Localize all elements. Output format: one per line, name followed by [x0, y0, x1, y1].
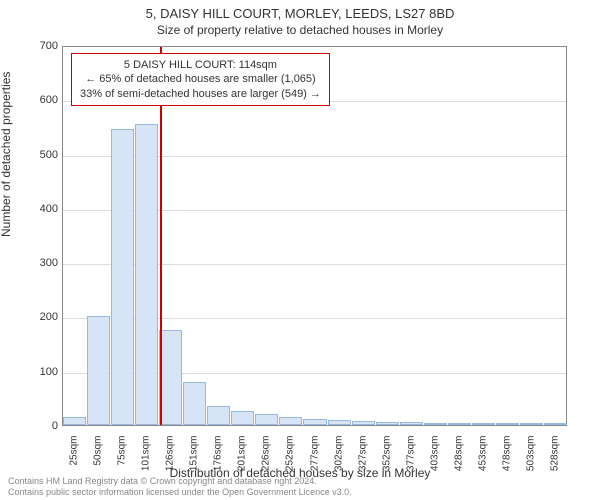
chart-plot-area: 5 DAISY HILL COURT: 114sqm← 65% of detac… [62, 46, 567, 426]
property-callout: 5 DAISY HILL COURT: 114sqm← 65% of detac… [71, 53, 330, 106]
x-tick-label: 453sqm [477, 436, 488, 476]
x-tick-label: 226sqm [261, 436, 272, 476]
histogram-bar [496, 423, 519, 425]
callout-line2: ← 65% of detached houses are smaller (1,… [80, 72, 321, 86]
histogram-bar [328, 420, 351, 425]
histogram-bar [183, 382, 206, 425]
x-tick-label: 151sqm [189, 436, 200, 476]
y-tick-label: 100 [28, 366, 58, 378]
x-tick-label: 503sqm [525, 436, 536, 476]
x-tick-label: 25sqm [69, 436, 80, 476]
x-tick-label: 528sqm [549, 436, 560, 476]
chart-title-sub: Size of property relative to detached ho… [0, 21, 600, 37]
x-tick-label: 252sqm [285, 436, 296, 476]
x-tick-label: 101sqm [141, 436, 152, 476]
x-tick-label: 327sqm [357, 436, 368, 476]
y-tick-label: 700 [28, 40, 58, 52]
x-tick-label: 176sqm [213, 436, 224, 476]
chart-title-main: 5, DAISY HILL COURT, MORLEY, LEEDS, LS27… [0, 0, 600, 21]
y-tick-label: 200 [28, 311, 58, 323]
histogram-bar [207, 406, 230, 425]
y-tick-label: 600 [28, 94, 58, 106]
histogram-bar [424, 423, 447, 425]
histogram-bar [279, 417, 302, 425]
histogram-bar [544, 423, 567, 425]
footer-line1: Contains HM Land Registry data © Crown c… [8, 476, 352, 487]
histogram-bar [400, 422, 423, 425]
x-tick-label: 478sqm [501, 436, 512, 476]
x-tick-label: 302sqm [333, 436, 344, 476]
histogram-bar [63, 417, 86, 425]
histogram-bar [472, 423, 495, 425]
x-tick-label: 277sqm [309, 436, 320, 476]
x-tick-label: 126sqm [165, 436, 176, 476]
x-tick-label: 428sqm [453, 436, 464, 476]
histogram-bar [448, 423, 471, 425]
histogram-bar [303, 419, 326, 426]
histogram-bar [159, 330, 182, 425]
footer-line2: Contains public sector information licen… [8, 487, 352, 498]
histogram-bar [376, 422, 399, 425]
y-tick-label: 300 [28, 257, 58, 269]
y-tick-label: 500 [28, 149, 58, 161]
x-tick-label: 75sqm [117, 436, 128, 476]
y-tick-label: 400 [28, 203, 58, 215]
callout-line1: 5 DAISY HILL COURT: 114sqm [80, 58, 321, 72]
histogram-bar [87, 316, 110, 425]
x-tick-label: 201sqm [237, 436, 248, 476]
histogram-bar [520, 423, 543, 425]
x-tick-label: 352sqm [381, 436, 392, 476]
footer-attribution: Contains HM Land Registry data © Crown c… [8, 476, 352, 498]
x-tick-label: 50sqm [93, 436, 104, 476]
histogram-bar [255, 414, 278, 425]
x-tick-label: 377sqm [405, 436, 416, 476]
histogram-bar [135, 124, 158, 425]
x-tick-label: 403sqm [429, 436, 440, 476]
histogram-bar [231, 411, 254, 425]
histogram-bar [111, 129, 134, 425]
callout-line3: 33% of semi-detached houses are larger (… [80, 87, 321, 101]
y-tick-label: 0 [28, 420, 58, 432]
y-axis-label: Number of detached properties [0, 72, 13, 237]
histogram-bar [352, 421, 375, 425]
